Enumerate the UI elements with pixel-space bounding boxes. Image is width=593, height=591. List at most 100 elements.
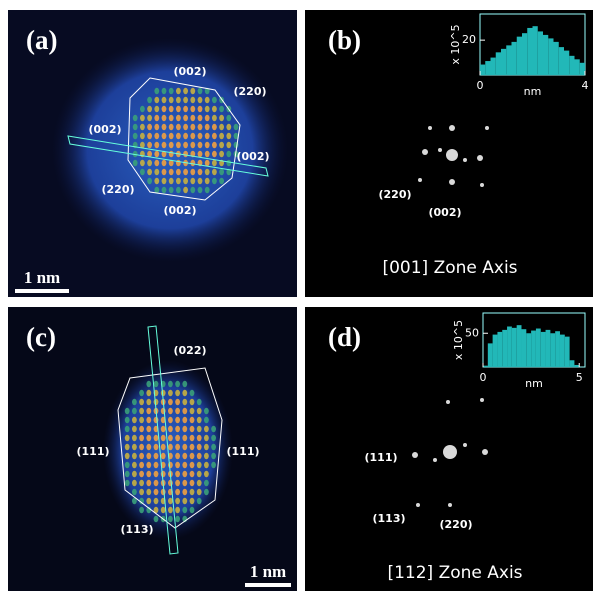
zone-axis: [001] Zone Axis [382, 258, 517, 278]
atom-column [204, 434, 209, 442]
y-tick-label: 20 [462, 33, 476, 46]
plane-label: (113) [120, 523, 153, 536]
profile-bar [526, 333, 532, 367]
atom-column [183, 186, 189, 194]
atom-column [182, 461, 188, 469]
atom-column [175, 488, 181, 496]
atom-column [139, 497, 145, 505]
atom-column [182, 380, 188, 388]
atom-column [182, 497, 188, 505]
profile-bar [564, 50, 570, 75]
atom-column [176, 168, 181, 176]
profile-bar [516, 325, 522, 367]
atom-column [146, 398, 152, 406]
atom-column [226, 150, 232, 158]
atom-column [212, 141, 217, 149]
atom-column [196, 398, 202, 406]
atom-column [139, 488, 145, 496]
atom-column [161, 177, 167, 185]
atom-column [175, 515, 181, 523]
atom-column [196, 479, 202, 487]
atom-column [176, 141, 181, 149]
atom-column [190, 168, 196, 176]
profile-bar [559, 334, 565, 367]
y-axis-label: x 10^5 [452, 320, 465, 360]
atom-column [168, 497, 173, 505]
atom-column [189, 443, 195, 451]
atom-column [189, 434, 195, 442]
plane-label: (002) [163, 204, 196, 217]
profile-bar [574, 59, 580, 75]
atom-column [219, 141, 225, 149]
atom-column [190, 96, 196, 104]
atom-column [132, 452, 137, 460]
atom-column [154, 141, 160, 149]
atom-column [197, 177, 203, 185]
atom-column [196, 425, 202, 433]
atom-column [204, 114, 210, 122]
atom-column [154, 87, 160, 95]
profile-bar [540, 331, 546, 367]
atom-column [139, 470, 145, 478]
atom-column [139, 506, 145, 514]
profile-bar [521, 329, 527, 367]
atom-column [146, 479, 152, 487]
x-axis-label: nm [524, 85, 542, 98]
panel-letter: (d) [328, 322, 361, 352]
atom-column [161, 114, 167, 122]
atom-column [197, 123, 203, 131]
atom-column [197, 150, 203, 158]
fft-spot [477, 155, 483, 161]
spot-label: (220) [378, 188, 411, 201]
plane-label: (220) [101, 183, 134, 196]
profile-bar [545, 329, 551, 367]
atom-column [197, 105, 203, 113]
atom-column [182, 470, 188, 478]
atom-column [161, 150, 167, 158]
atom-column [189, 425, 195, 433]
atom-column [196, 416, 202, 424]
atom-column [176, 132, 181, 140]
atom-column [226, 159, 232, 167]
profile-bar [553, 41, 559, 75]
atom-column [204, 425, 209, 433]
atom-column [197, 132, 203, 140]
atom-column [124, 479, 130, 487]
atom-column [175, 506, 181, 514]
atom-column [189, 407, 195, 415]
atom-column [204, 150, 210, 158]
atom-column [147, 114, 153, 122]
fft-spot [480, 398, 484, 402]
fft-spot [438, 148, 442, 152]
atom-column [183, 105, 189, 113]
atom-column [204, 168, 210, 176]
atom-column [161, 168, 167, 176]
fft-spot [416, 503, 420, 507]
atom-column [153, 470, 159, 478]
atom-column [175, 416, 181, 424]
atom-column [196, 452, 202, 460]
atom-column [190, 141, 196, 149]
atom-column [189, 452, 195, 460]
atom-column [219, 177, 225, 185]
fft-spot [446, 400, 450, 404]
atom-column [175, 461, 181, 469]
atom-column [147, 177, 153, 185]
atom-column [154, 132, 160, 140]
atom-column [153, 452, 159, 460]
atom-column [233, 123, 239, 131]
atom-column [132, 497, 137, 505]
atom-column [197, 87, 203, 95]
profile-bar [516, 36, 522, 75]
atom-column [154, 186, 160, 194]
atom-column [132, 488, 137, 496]
atom-column [147, 150, 153, 158]
atom-column [160, 425, 166, 433]
atom-column [219, 123, 225, 131]
atom-column [147, 168, 153, 176]
atom-column [183, 177, 189, 185]
atom-column [160, 470, 166, 478]
atom-column [132, 407, 137, 415]
atom-column [160, 434, 166, 442]
atom-column [197, 114, 203, 122]
